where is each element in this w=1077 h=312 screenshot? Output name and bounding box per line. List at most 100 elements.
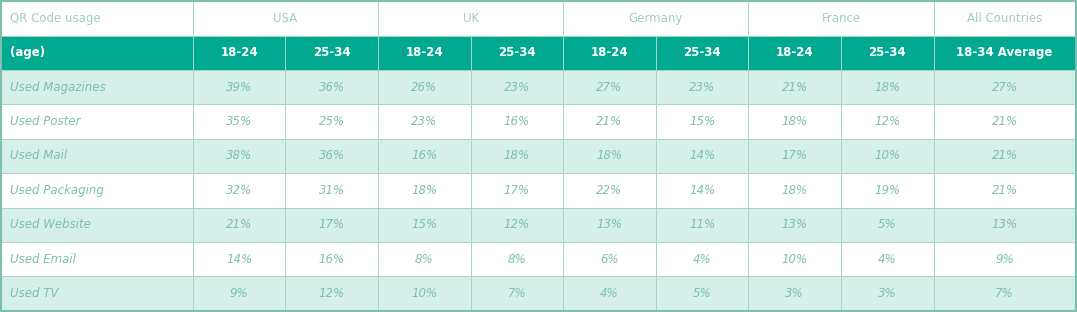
Text: 25-34: 25-34 — [313, 46, 350, 59]
Text: 22%: 22% — [597, 184, 623, 197]
Text: (age): (age) — [10, 46, 45, 59]
FancyBboxPatch shape — [378, 70, 471, 105]
Text: 31%: 31% — [319, 184, 345, 197]
FancyBboxPatch shape — [934, 36, 1076, 70]
Text: 11%: 11% — [689, 218, 715, 231]
FancyBboxPatch shape — [193, 105, 285, 139]
Text: USA: USA — [274, 12, 297, 25]
Text: 18-24: 18-24 — [221, 46, 257, 59]
Text: 4%: 4% — [600, 287, 619, 300]
FancyBboxPatch shape — [749, 70, 841, 105]
Text: 18%: 18% — [875, 81, 900, 94]
Text: 17%: 17% — [319, 218, 345, 231]
Text: 21%: 21% — [226, 218, 252, 231]
FancyBboxPatch shape — [841, 105, 934, 139]
Text: 7%: 7% — [507, 287, 527, 300]
FancyBboxPatch shape — [749, 242, 841, 276]
FancyBboxPatch shape — [471, 276, 563, 311]
FancyBboxPatch shape — [656, 139, 749, 173]
FancyBboxPatch shape — [749, 173, 841, 207]
FancyBboxPatch shape — [1, 173, 193, 207]
FancyBboxPatch shape — [656, 173, 749, 207]
Text: 18%: 18% — [411, 184, 437, 197]
Text: 3%: 3% — [878, 287, 897, 300]
Text: 25%: 25% — [319, 115, 345, 128]
FancyBboxPatch shape — [841, 70, 934, 105]
Text: Germany: Germany — [629, 12, 683, 25]
Text: 18%: 18% — [782, 184, 808, 197]
FancyBboxPatch shape — [841, 242, 934, 276]
FancyBboxPatch shape — [563, 276, 656, 311]
FancyBboxPatch shape — [378, 276, 471, 311]
FancyBboxPatch shape — [193, 70, 285, 105]
FancyBboxPatch shape — [1, 207, 193, 242]
FancyBboxPatch shape — [193, 36, 285, 70]
Text: 15%: 15% — [411, 218, 437, 231]
Text: 5%: 5% — [693, 287, 712, 300]
FancyBboxPatch shape — [378, 207, 471, 242]
FancyBboxPatch shape — [1, 242, 193, 276]
Text: 5%: 5% — [878, 218, 897, 231]
Text: Used Mail: Used Mail — [10, 149, 67, 163]
Text: 4%: 4% — [878, 253, 897, 266]
FancyBboxPatch shape — [656, 105, 749, 139]
Text: Used TV: Used TV — [10, 287, 58, 300]
Text: 13%: 13% — [992, 218, 1018, 231]
FancyBboxPatch shape — [563, 36, 656, 70]
FancyBboxPatch shape — [1, 276, 193, 311]
FancyBboxPatch shape — [656, 207, 749, 242]
Text: 13%: 13% — [782, 218, 808, 231]
FancyBboxPatch shape — [656, 36, 749, 70]
Text: 3%: 3% — [785, 287, 805, 300]
Text: 16%: 16% — [504, 115, 530, 128]
Text: 23%: 23% — [504, 81, 530, 94]
FancyBboxPatch shape — [285, 207, 378, 242]
Text: 18%: 18% — [504, 149, 530, 163]
FancyBboxPatch shape — [1, 105, 193, 139]
Text: 27%: 27% — [597, 81, 623, 94]
FancyBboxPatch shape — [749, 207, 841, 242]
FancyBboxPatch shape — [193, 139, 285, 173]
Text: 12%: 12% — [504, 218, 530, 231]
Text: 38%: 38% — [226, 149, 252, 163]
FancyBboxPatch shape — [749, 105, 841, 139]
Text: Used Magazines: Used Magazines — [10, 81, 106, 94]
FancyBboxPatch shape — [656, 276, 749, 311]
Text: 14%: 14% — [689, 149, 715, 163]
Text: 19%: 19% — [875, 184, 900, 197]
FancyBboxPatch shape — [749, 36, 841, 70]
Text: 21%: 21% — [992, 149, 1018, 163]
FancyBboxPatch shape — [378, 173, 471, 207]
Text: 17%: 17% — [782, 149, 808, 163]
Text: 18-24: 18-24 — [590, 46, 628, 59]
Text: 14%: 14% — [226, 253, 252, 266]
Text: UK: UK — [462, 12, 478, 25]
Text: France: France — [822, 12, 861, 25]
Text: 13%: 13% — [597, 218, 623, 231]
Text: 18%: 18% — [597, 149, 623, 163]
FancyBboxPatch shape — [563, 139, 656, 173]
FancyBboxPatch shape — [1, 36, 193, 70]
FancyBboxPatch shape — [563, 242, 656, 276]
FancyBboxPatch shape — [471, 36, 563, 70]
Text: 18%: 18% — [782, 115, 808, 128]
Text: 6%: 6% — [600, 253, 619, 266]
Text: 10%: 10% — [411, 287, 437, 300]
FancyBboxPatch shape — [285, 139, 378, 173]
FancyBboxPatch shape — [934, 139, 1076, 173]
FancyBboxPatch shape — [749, 139, 841, 173]
FancyBboxPatch shape — [285, 105, 378, 139]
Text: 23%: 23% — [689, 81, 715, 94]
Text: 23%: 23% — [411, 115, 437, 128]
FancyBboxPatch shape — [193, 242, 285, 276]
FancyBboxPatch shape — [563, 207, 656, 242]
Text: 35%: 35% — [226, 115, 252, 128]
FancyBboxPatch shape — [934, 242, 1076, 276]
Text: Used Poster: Used Poster — [10, 115, 81, 128]
FancyBboxPatch shape — [934, 1, 1076, 36]
FancyBboxPatch shape — [749, 276, 841, 311]
Text: 26%: 26% — [411, 81, 437, 94]
FancyBboxPatch shape — [378, 242, 471, 276]
FancyBboxPatch shape — [656, 242, 749, 276]
FancyBboxPatch shape — [378, 139, 471, 173]
